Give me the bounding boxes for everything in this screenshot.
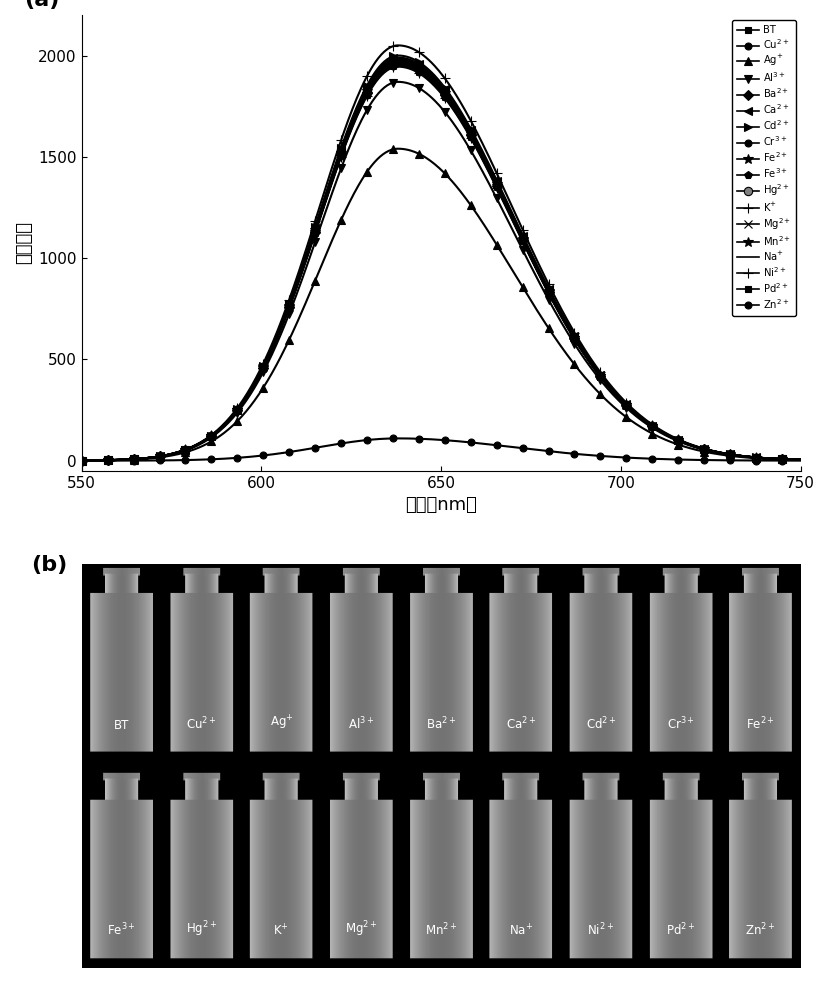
X-axis label: 波长（nm）: 波长（nm）: [405, 496, 477, 514]
Text: (a): (a): [25, 0, 60, 10]
Legend: BT, Cu$^{2+}$, Ag$^{+}$, Al$^{3+}$, Ba$^{2+}$, Ca$^{2+}$, Cd$^{2+}$, Cr$^{3+}$, : BT, Cu$^{2+}$, Ag$^{+}$, Al$^{3+}$, Ba$^…: [731, 20, 796, 316]
Y-axis label: 荧光强度: 荧光强度: [15, 221, 33, 264]
Text: (b): (b): [31, 555, 68, 575]
